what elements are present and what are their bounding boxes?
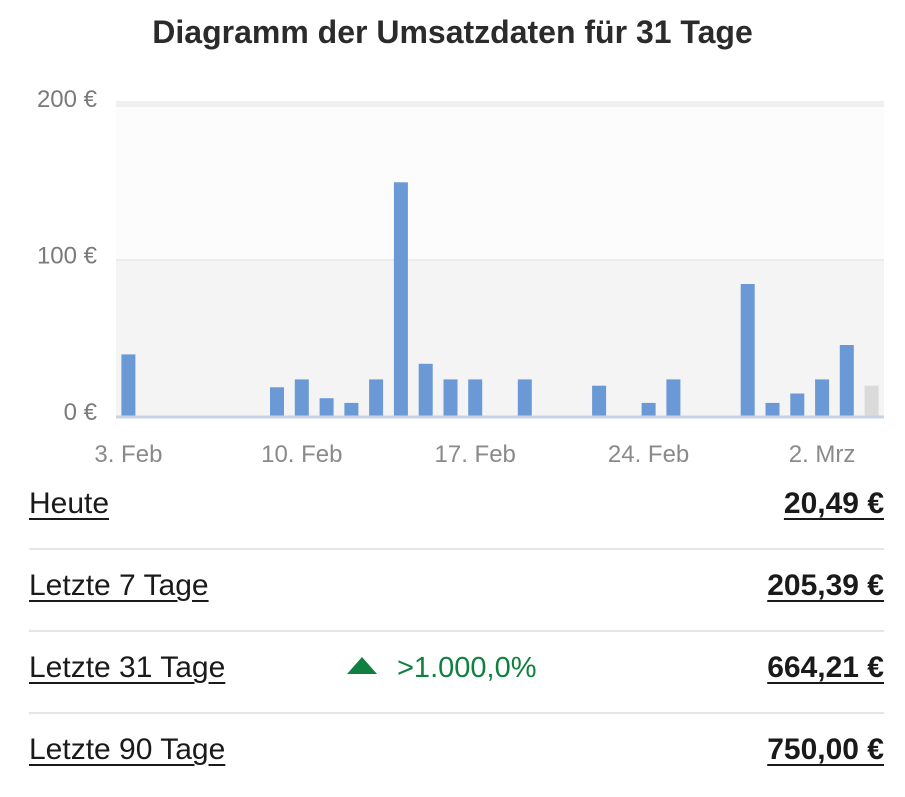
trend-up-icon [347,657,377,674]
summary-value-today[interactable]: 20,49 € [783,487,884,520]
x-tick-label: 17. Feb [435,441,516,468]
bar-8 [294,379,309,417]
bar-30 [839,345,854,417]
bar-14 [443,379,458,417]
chart-title: Diagramm der Umsatzdaten für 31 Tage [152,14,753,50]
summary-label-31-days[interactable]: Letzte 31 Tage [29,651,226,684]
bar-12 [393,182,408,418]
y-tick-label: 0 € [64,399,98,426]
plot-band-upper [116,103,884,259]
summary-label-7-days[interactable]: Letzte 7 Tage [29,569,209,602]
bar-28 [790,393,805,417]
x-tick-label: 10. Feb [261,441,342,468]
summary-row-7-days: Letzte 7 Tage 205,39 € [29,550,884,632]
summary-value-31-days[interactable]: 664,21 € [767,651,884,684]
bar-11 [369,379,384,417]
sales-bar-chart: 0 € 100 € 200 € 3. Feb 10. Feb 17. Feb 24. Fe… [37,86,884,468]
plot-band-lower [116,259,884,417]
x-tick-label: 3. Feb [94,441,162,468]
bar-31 [864,385,879,417]
x-tick-label: 24. Feb [608,441,689,468]
summary-label-today[interactable]: Heute [29,487,110,520]
bar-9 [319,398,334,417]
bar-15 [468,379,483,417]
bar-10 [344,402,359,417]
summary-row-31-days: Letzte 31 Tage >1.000,0% 664,21 € [29,632,884,714]
x-tick-label: 2. Mrz [789,441,856,468]
bar-1 [121,354,136,417]
y-tick-label: 100 € [37,243,98,270]
bar-23 [666,379,681,417]
summary-value-7-days[interactable]: 205,39 € [767,569,884,602]
summary-row-90-days: Letzte 90 Tage 750,00 € [29,714,884,794]
bar-26 [740,284,755,417]
y-tick-label: 200 € [37,86,98,113]
trend-percentage: >1.000,0% [397,652,537,684]
summary-row-today: Heute 20,49 € [29,468,884,550]
bar-29 [815,379,830,417]
bar-7 [270,387,284,417]
summary-label-90-days[interactable]: Letzte 90 Tage [29,733,226,766]
bar-20 [592,385,607,417]
bar-27 [765,402,780,417]
bar-17 [517,379,532,417]
summary-trend-31-days: >1.000,0% [347,652,536,685]
bar-13 [418,363,433,417]
bar-22 [641,402,656,417]
sales-summary: Heute 20,49 € Letzte 7 Tage 205,39 € Let… [29,468,884,794]
summary-value-90-days[interactable]: 750,00 € [767,733,884,766]
